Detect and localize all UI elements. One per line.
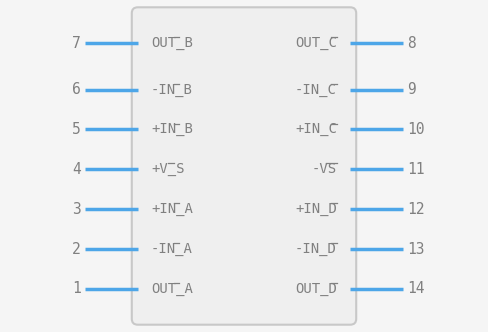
Text: 6: 6 (72, 82, 81, 97)
Text: OUT_B: OUT_B (151, 36, 193, 50)
Text: 13: 13 (407, 241, 425, 257)
FancyBboxPatch shape (132, 7, 356, 325)
Text: +IN_C: +IN_C (295, 123, 337, 136)
Text: 9: 9 (407, 82, 416, 97)
Text: 12: 12 (407, 202, 425, 217)
Text: OUT_D: OUT_D (295, 282, 337, 296)
Text: OUT_C: OUT_C (295, 36, 337, 50)
Text: 1: 1 (72, 281, 81, 296)
Text: 4: 4 (72, 162, 81, 177)
Text: +IN_D: +IN_D (295, 202, 337, 216)
Text: 5: 5 (72, 122, 81, 137)
Text: +V_S: +V_S (151, 162, 184, 176)
Text: 3: 3 (72, 202, 81, 217)
Text: -IN_A: -IN_A (151, 242, 193, 256)
Text: -IN_D: -IN_D (295, 242, 337, 256)
Text: 10: 10 (407, 122, 425, 137)
Text: 2: 2 (72, 241, 81, 257)
Text: 11: 11 (407, 162, 425, 177)
Text: -IN_B: -IN_B (151, 83, 193, 97)
Text: 7: 7 (72, 36, 81, 51)
Text: +IN_B: +IN_B (151, 123, 193, 136)
Text: OUT_A: OUT_A (151, 282, 193, 296)
Text: -IN_C: -IN_C (295, 83, 337, 97)
Text: 14: 14 (407, 281, 425, 296)
Text: +IN_A: +IN_A (151, 202, 193, 216)
Text: 8: 8 (407, 36, 416, 51)
Text: -VS: -VS (312, 162, 337, 176)
